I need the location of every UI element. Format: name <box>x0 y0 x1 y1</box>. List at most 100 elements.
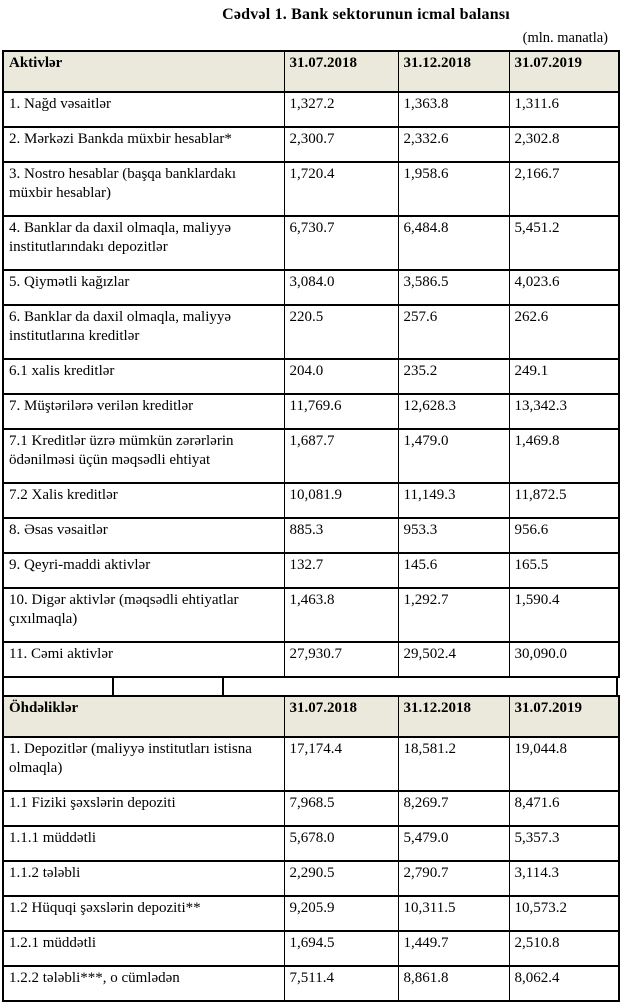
value-cell: 8,269.7 <box>397 790 510 827</box>
row-label-cell: 1.1 Fiziki şəxslərin depoziti <box>2 790 285 827</box>
value-cell: 956.6 <box>508 517 620 554</box>
value-cell: 12,628.3 <box>397 393 510 430</box>
value-cell: 885.3 <box>283 517 399 554</box>
value-cell: 3,084.0 <box>283 269 399 306</box>
table-row: 7.1 Kreditlər üzrə mümkün zərərlərin ödə… <box>2 428 620 484</box>
value-cell: 19,044.8 <box>508 736 620 792</box>
date-header-cell: 31.12.2018 <box>397 695 510 738</box>
row-label-cell: 6. Banklar da daxil olmaqla, maliyyə ins… <box>2 304 285 360</box>
section-header-cell: Öhdəliklər <box>2 695 285 738</box>
value-cell: 5,357.3 <box>508 825 620 862</box>
value-cell: 2,300.7 <box>283 126 399 163</box>
value-cell: 2,790.7 <box>397 860 510 897</box>
table-row: 1.1.1 müddətli 5,678.0 5,479.0 5,357.3 <box>2 825 620 862</box>
value-cell: 235.2 <box>397 358 510 395</box>
value-cell: 1,363.8 <box>397 91 510 128</box>
table-row: 9. Qeyri-maddi aktivlər 132.7 145.6 165.5 <box>2 552 620 589</box>
table-row: 8. Əsas vəsaitlər 885.3 953.3 956.6 <box>2 517 620 554</box>
value-cell: 5,678.0 <box>283 825 399 862</box>
value-cell: 1,449.7 <box>397 930 510 967</box>
value-cell: 1,327.2 <box>283 91 399 128</box>
unit-note: (mln. manatla) <box>522 30 608 46</box>
table-split-gap <box>2 678 618 695</box>
value-cell: 10,311.5 <box>397 895 510 932</box>
value-cell: 10,573.2 <box>508 895 620 932</box>
value-cell: 8,471.6 <box>508 790 620 827</box>
table-row: 5. Qiymətli kağızlar 3,084.0 3,586.5 4,023.… <box>2 269 620 306</box>
row-label-cell: 1. Nağd vəsaitlər <box>2 91 285 128</box>
row-label-cell: 1.1.2 tələbli <box>2 860 285 897</box>
value-cell: 1,311.6 <box>508 91 620 128</box>
value-cell: 132.7 <box>283 552 399 589</box>
row-label-cell: 2. Mərkəzi Bankda müxbir hesablar* <box>2 126 285 163</box>
value-cell: 2,510.8 <box>508 930 620 967</box>
table-row: 4. Banklar da daxil olmaqla, maliyyə ins… <box>2 215 620 271</box>
date-header-cell: 31.07.2018 <box>283 695 399 738</box>
value-cell: 5,451.2 <box>508 215 620 271</box>
liabilities-table: Öhdəliklər 31.07.2018 31.12.2018 31.07.2019… <box>2 695 620 1002</box>
row-label-cell: 6.1 xalis kreditlər <box>2 358 285 395</box>
value-cell: 2,166.7 <box>508 161 620 217</box>
value-cell: 1,469.8 <box>508 428 620 484</box>
row-label-cell: 8. Əsas vəsaitlər <box>2 517 285 554</box>
value-cell: 165.5 <box>508 552 620 589</box>
date-header-cell: 31.07.2018 <box>283 50 399 93</box>
value-cell: 1,694.5 <box>283 930 399 967</box>
row-label-cell: 1. Depozitlər (maliyyə institutları isti… <box>2 736 285 792</box>
value-cell: 1,479.0 <box>397 428 510 484</box>
value-cell: 11,769.6 <box>283 393 399 430</box>
assets-table: Aktivlər 31.07.2018 31.12.2018 31.07.2019 1.… <box>2 50 620 678</box>
value-cell: 9,205.9 <box>283 895 399 932</box>
gap-divider-line <box>222 678 224 695</box>
value-cell: 27,930.7 <box>283 641 399 678</box>
document-title: Cədvəl 1. Bank sektorunun icmal balansı <box>222 6 510 23</box>
table-row: 3. Nostro hesablar (başqa banklardakı mü… <box>2 161 620 217</box>
value-cell: 6,484.8 <box>397 215 510 271</box>
table-row: 7.2 Xalis kreditlər 10,081.9 11,149.3 11,87… <box>2 482 620 519</box>
table-row: 7. Müştərilərə verilən kreditlər 11,769.6… <box>2 393 620 430</box>
row-label-cell: 7. Müştərilərə verilən kreditlər <box>2 393 285 430</box>
table-row: 1.1 Fiziki şəxslərin depoziti 7,968.5 8,26… <box>2 790 620 827</box>
table-row: 11. Cəmi aktivlər 27,930.7 29,502.4 30,090.… <box>2 641 620 678</box>
value-cell: 2,332.6 <box>397 126 510 163</box>
value-cell: 8,062.4 <box>508 965 620 1002</box>
date-header-cell: 31.07.2019 <box>508 50 620 93</box>
section-header-cell: Aktivlər <box>2 50 285 93</box>
row-label-cell: 1.2 Hüquqi şəxslərin depoziti** <box>2 895 285 932</box>
row-label-cell: 7.2 Xalis kreditlər <box>2 482 285 519</box>
value-cell: 5,479.0 <box>397 825 510 862</box>
value-cell: 1,958.6 <box>397 161 510 217</box>
gap-divider-line <box>112 678 114 695</box>
value-cell: 3,114.3 <box>508 860 620 897</box>
row-label-cell: 7.1 Kreditlər üzrə mümkün zərərlərin ödə… <box>2 428 285 484</box>
row-label-cell: 3. Nostro hesablar (başqa banklardakı mü… <box>2 161 285 217</box>
value-cell: 11,872.5 <box>508 482 620 519</box>
table-row: 1.1.2 tələbli 2,290.5 2,790.7 3,114.3 <box>2 860 620 897</box>
date-header-cell: 31.12.2018 <box>397 50 510 93</box>
value-cell: 11,149.3 <box>397 482 510 519</box>
value-cell: 18,581.2 <box>397 736 510 792</box>
value-cell: 1,687.7 <box>283 428 399 484</box>
table-row: 1.2.2 tələbli***, o cümlədən 7,511.4 8,861… <box>2 965 620 1002</box>
row-label-cell: 4. Banklar da daxil olmaqla, maliyyə ins… <box>2 215 285 271</box>
value-cell: 13,342.3 <box>508 393 620 430</box>
row-label-cell: 9. Qeyri-maddi aktivlər <box>2 552 285 589</box>
value-cell: 4,023.6 <box>508 269 620 306</box>
row-label-cell: 1.2.1 müddətli <box>2 930 285 967</box>
value-cell: 6,730.7 <box>283 215 399 271</box>
value-cell: 17,174.4 <box>283 736 399 792</box>
value-cell: 1,292.7 <box>397 587 510 643</box>
value-cell: 249.1 <box>508 358 620 395</box>
row-label-cell: 1.1.1 müddətli <box>2 825 285 862</box>
value-cell: 30,090.0 <box>508 641 620 678</box>
value-cell: 2,290.5 <box>283 860 399 897</box>
value-cell: 1,720.4 <box>283 161 399 217</box>
value-cell: 7,511.4 <box>283 965 399 1002</box>
value-cell: 204.0 <box>283 358 399 395</box>
row-label-cell: 10. Digər aktivlər (məqsədli ehtiyatlar … <box>2 587 285 643</box>
header-row: Öhdəliklər 31.07.2018 31.12.2018 31.07.2019 <box>2 695 620 738</box>
table-row: 1. Depozitlər (maliyyə institutları isti… <box>2 736 620 792</box>
value-cell: 3,586.5 <box>397 269 510 306</box>
row-label-cell: 11. Cəmi aktivlər <box>2 641 285 678</box>
table-row: 6.1 xalis kreditlər 204.0 235.2 249.1 <box>2 358 620 395</box>
